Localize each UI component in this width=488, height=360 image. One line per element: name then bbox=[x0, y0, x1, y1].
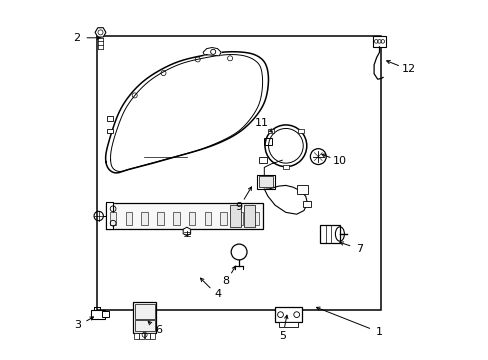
Polygon shape bbox=[203, 48, 221, 56]
Bar bbox=[102, 311, 108, 317]
Bar bbox=[144, 333, 149, 339]
Bar bbox=[275, 307, 302, 322]
Polygon shape bbox=[106, 202, 113, 229]
Bar bbox=[258, 157, 266, 163]
Bar bbox=[236, 212, 242, 225]
Bar bbox=[110, 212, 116, 225]
Bar bbox=[134, 333, 139, 339]
Bar bbox=[220, 212, 226, 225]
Text: 2: 2 bbox=[73, 33, 80, 43]
Text: 8: 8 bbox=[222, 276, 229, 286]
Text: 12: 12 bbox=[401, 64, 415, 74]
Text: 9: 9 bbox=[235, 202, 242, 212]
Bar bbox=[320, 225, 339, 243]
Text: 6: 6 bbox=[155, 325, 162, 336]
Bar bbox=[258, 176, 273, 187]
Bar bbox=[296, 185, 307, 194]
Bar bbox=[141, 212, 148, 225]
Text: 10: 10 bbox=[332, 156, 346, 166]
Bar bbox=[204, 212, 211, 225]
Bar bbox=[297, 129, 303, 133]
Bar bbox=[278, 322, 298, 327]
Bar bbox=[134, 304, 154, 319]
Bar bbox=[106, 203, 262, 229]
Bar bbox=[107, 129, 113, 133]
Bar bbox=[230, 205, 241, 227]
Bar bbox=[139, 333, 144, 339]
Bar bbox=[372, 36, 385, 47]
Bar bbox=[133, 302, 156, 333]
Text: 11: 11 bbox=[255, 118, 269, 128]
Bar bbox=[302, 201, 310, 207]
Text: 1: 1 bbox=[375, 327, 383, 337]
Bar bbox=[157, 212, 163, 225]
Text: 7: 7 bbox=[356, 244, 363, 254]
Bar bbox=[188, 212, 195, 225]
Text: 4: 4 bbox=[214, 289, 221, 300]
Bar bbox=[91, 310, 105, 319]
Bar bbox=[283, 165, 288, 169]
Bar bbox=[97, 36, 381, 310]
Bar bbox=[244, 205, 255, 227]
Bar bbox=[134, 320, 154, 331]
Bar bbox=[173, 212, 179, 225]
Bar bbox=[125, 212, 132, 225]
Bar bbox=[107, 116, 113, 121]
Bar bbox=[268, 129, 273, 133]
Bar bbox=[264, 138, 272, 145]
Bar bbox=[257, 175, 275, 189]
Bar bbox=[150, 333, 155, 339]
Bar bbox=[251, 212, 258, 225]
Text: 5: 5 bbox=[279, 331, 285, 341]
Text: 3: 3 bbox=[74, 320, 81, 330]
